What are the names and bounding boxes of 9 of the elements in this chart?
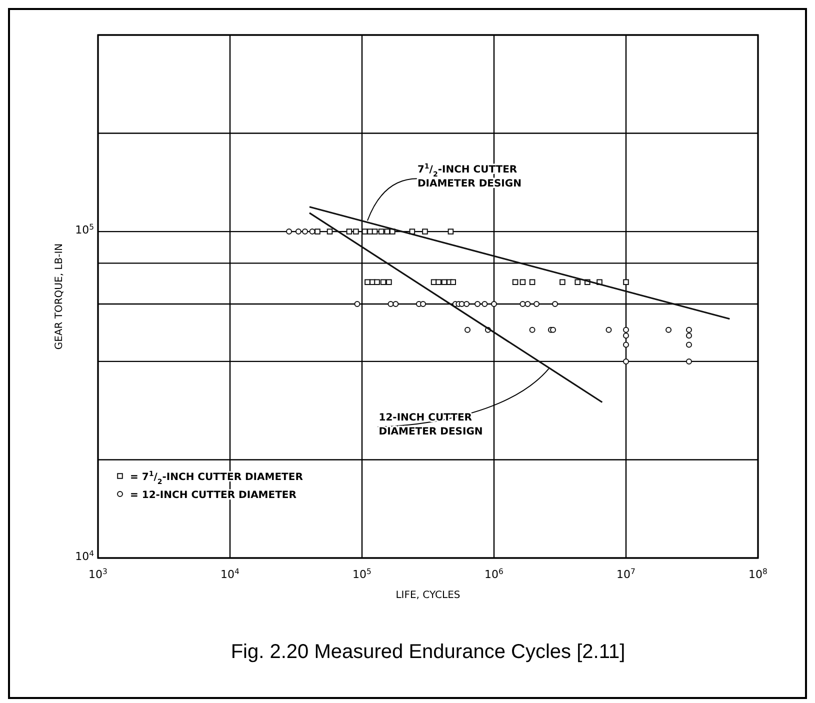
x-tick-label: 10$^{3}$ bbox=[88, 566, 108, 581]
x-tick-label: 10$^{8}$ bbox=[748, 566, 768, 581]
x-axis-title: LIFE, CYCLES bbox=[396, 590, 460, 601]
text: Fig. 2.20 Measured Endurance Cycles [2.11] bbox=[230, 641, 626, 663]
y-axis-title: GEAR TORQUE, LB-IN bbox=[54, 243, 65, 350]
x-tick-label: 10$^{4}$ bbox=[220, 566, 240, 581]
x-tick-label: 10$^{5}$ bbox=[352, 566, 372, 581]
x-tick-label: 10$^{7}$ bbox=[616, 566, 636, 581]
x-tick-label: 10$^{6}$ bbox=[484, 566, 504, 581]
